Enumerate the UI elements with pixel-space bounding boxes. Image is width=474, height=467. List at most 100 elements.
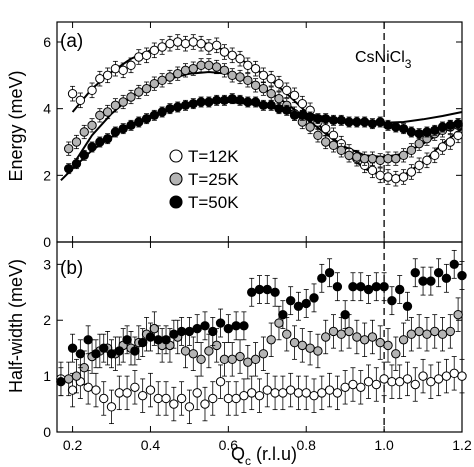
- data-point: [67, 88, 78, 99]
- data-point: [301, 388, 311, 398]
- panel-a-energy: 0 2 4 6 T=12K T=25K T=50K: [43, 21, 463, 250]
- data-point: [453, 118, 463, 129]
- data-point: [145, 332, 156, 342]
- data-point: [91, 349, 101, 359]
- data-point: [328, 115, 339, 126]
- data-point: [258, 100, 269, 111]
- data-point: [208, 326, 218, 337]
- data-point: [157, 42, 167, 52]
- data-point: [106, 349, 117, 359]
- data-point: [215, 377, 226, 387]
- data-point: [114, 388, 125, 398]
- x-axis-label: Qc (r.l.u): [231, 444, 297, 467]
- data-point: [200, 321, 210, 331]
- data-point: [278, 388, 288, 398]
- data-point: [204, 60, 214, 71]
- data-point: [359, 153, 370, 164]
- data-point: [247, 287, 257, 297]
- data-point: [285, 385, 296, 395]
- data-point: [422, 329, 432, 339]
- data-point: [79, 150, 89, 161]
- data-point: [239, 390, 249, 401]
- data-point: [223, 323, 234, 334]
- legend-label: T=12K: [188, 147, 239, 166]
- data-point: [130, 382, 140, 392]
- data-point: [254, 390, 265, 401]
- data-point: [383, 120, 393, 131]
- data-point: [363, 377, 374, 387]
- data-point: [282, 85, 292, 96]
- data-point: [219, 95, 230, 106]
- data-point: [418, 371, 428, 381]
- x-tick-label: 0.8: [296, 437, 316, 453]
- data-point: [352, 152, 362, 162]
- data-point: [340, 309, 350, 320]
- data-point: [95, 73, 105, 84]
- data-point: [118, 97, 128, 107]
- data-point: [243, 357, 253, 367]
- data-point: [173, 68, 183, 79]
- data-point: [394, 284, 405, 295]
- fit-curve: [60, 101, 463, 182]
- data-point: [258, 70, 269, 81]
- data-point: [441, 371, 452, 381]
- panel-b-label: (b): [60, 258, 83, 279]
- data-point: [211, 95, 222, 106]
- data-point: [305, 122, 315, 132]
- data-point: [196, 97, 206, 107]
- data-point: [289, 110, 300, 121]
- data-point: [293, 388, 304, 398]
- data-point: [180, 38, 191, 49]
- data-point: [305, 343, 315, 353]
- data-point: [317, 273, 327, 284]
- data-point: [250, 63, 261, 74]
- data-point: [141, 83, 152, 94]
- data-point: [149, 78, 160, 89]
- data-point: [126, 60, 136, 71]
- data-point: [157, 75, 167, 86]
- data-point: [387, 295, 397, 306]
- data-point: [247, 388, 257, 398]
- data-point: [63, 374, 74, 384]
- data-point: [367, 165, 378, 176]
- data-point: [75, 349, 86, 359]
- data-point: [266, 335, 276, 345]
- data-point: [348, 379, 358, 390]
- data-point: [398, 335, 409, 345]
- data-point: [383, 153, 393, 164]
- data-point: [441, 273, 452, 284]
- data-point: [71, 158, 82, 169]
- data-point: [359, 117, 370, 127]
- data-point: [332, 388, 343, 398]
- data-point: [324, 268, 335, 278]
- data-point: [375, 117, 385, 127]
- data-point: [457, 270, 467, 281]
- data-point: [379, 374, 389, 384]
- data-point: [289, 90, 300, 101]
- data-point: [262, 385, 272, 395]
- data-point: [106, 402, 117, 412]
- data-point: [243, 75, 253, 86]
- data-point: [130, 346, 140, 356]
- data-point: [169, 399, 179, 409]
- data-point: [387, 377, 397, 387]
- data-point: [274, 318, 284, 328]
- data-point: [457, 371, 467, 381]
- plot-frame: [56, 241, 463, 433]
- data-point: [348, 282, 358, 292]
- data-point: [367, 118, 378, 129]
- data-point: [402, 374, 413, 384]
- data-point: [99, 343, 109, 353]
- data-point: [398, 172, 409, 182]
- data-point: [231, 321, 241, 331]
- data-point: [165, 103, 175, 114]
- data-point: [430, 326, 440, 337]
- y-tick-label: 6: [43, 34, 51, 50]
- data-point: [134, 52, 144, 62]
- data-point: [235, 95, 245, 106]
- data-point: [87, 142, 97, 152]
- data-point: [102, 107, 113, 117]
- data-point: [321, 113, 331, 124]
- data-point: [293, 301, 304, 311]
- data-point: [56, 377, 66, 387]
